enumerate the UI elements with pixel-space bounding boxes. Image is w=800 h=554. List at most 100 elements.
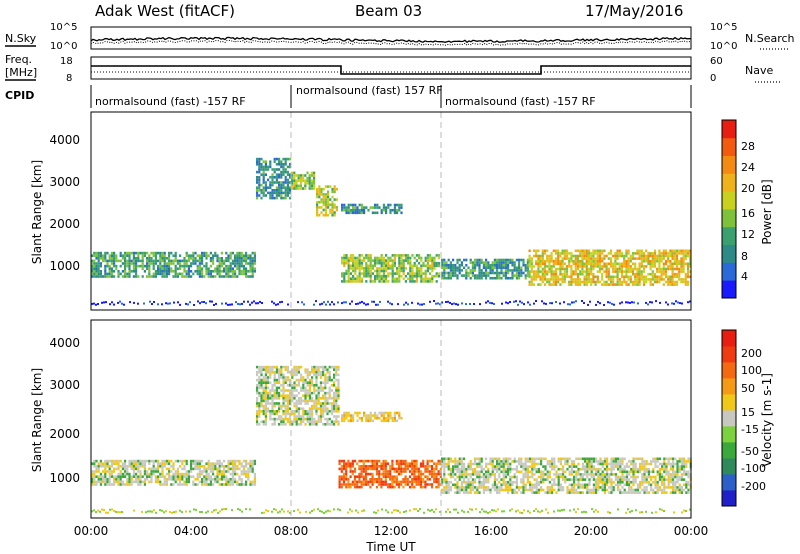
heatmap-cell <box>420 264 423 268</box>
heatmap-cell <box>234 259 237 263</box>
heatmap-cell <box>115 259 118 263</box>
heatmap-cell <box>420 259 423 262</box>
heatmap-cell <box>579 280 582 284</box>
heatmap-cell <box>212 270 215 273</box>
heatmap-cell <box>137 251 140 255</box>
heatmap-cell <box>577 457 580 461</box>
heatmap-cell <box>471 483 474 487</box>
heatmap-cell <box>205 302 207 305</box>
heatmap-cell <box>214 270 217 273</box>
heatmap-cell <box>435 272 438 275</box>
heatmap-cell <box>384 462 387 465</box>
heatmap-cell <box>522 478 525 481</box>
heatmap-cell <box>192 259 195 263</box>
heatmap-cell <box>126 480 129 484</box>
heatmap-cell <box>522 258 525 262</box>
heatmap-cell <box>93 480 96 484</box>
heatmap-cell <box>513 473 516 476</box>
heatmap-cell <box>573 488 576 492</box>
heatmap-cell <box>271 173 274 176</box>
heatmap-cell <box>163 275 166 278</box>
heatmap-cell <box>152 467 155 471</box>
heatmap-cell <box>245 480 248 484</box>
heatmap-cell <box>543 272 547 276</box>
heatmap-cell <box>192 480 195 484</box>
heatmap-cell <box>583 262 586 266</box>
heatmap-cell <box>176 478 179 481</box>
heatmap-cell <box>409 261 412 265</box>
colorbar-swatch <box>722 155 736 174</box>
heatmap-cell <box>322 410 325 413</box>
heatmap-cell <box>99 465 102 468</box>
heatmap-cell <box>509 465 512 468</box>
heatmap-cell <box>385 277 388 281</box>
heatmap-cell <box>286 407 289 410</box>
heatmap-cell <box>308 391 311 395</box>
heatmap-cell <box>216 475 219 478</box>
heatmap-cell <box>439 467 442 471</box>
heatmap-cell <box>141 275 144 278</box>
heatmap-cell <box>684 249 687 253</box>
heatmap-cell <box>157 475 160 478</box>
heatmap-cell <box>154 475 157 478</box>
heatmap-cell <box>413 480 416 484</box>
heatmap-cell <box>474 478 477 481</box>
heatmap-cell <box>433 470 436 473</box>
heatmap-cell <box>579 483 582 487</box>
heatmap-cell <box>316 203 319 207</box>
heatmap-cell <box>467 467 470 471</box>
heatmap-cell <box>491 266 494 270</box>
heatmap-cell <box>238 262 241 265</box>
heatmap-cell <box>498 473 501 476</box>
heatmap-cell <box>642 283 646 286</box>
heatmap-cell <box>256 194 259 197</box>
heatmap-cell <box>511 460 514 463</box>
heatmap-cell <box>157 264 160 268</box>
heatmap-cell <box>218 470 221 473</box>
heatmap-cell <box>527 301 529 304</box>
heatmap-cell <box>313 365 316 369</box>
heatmap-cell <box>568 470 571 474</box>
heatmap-cell <box>618 249 621 253</box>
heatmap-cell <box>286 399 289 403</box>
heatmap-cell <box>675 254 679 258</box>
heatmap-cell <box>236 259 239 263</box>
heatmap-cell <box>566 478 569 481</box>
heatmap-cell <box>165 478 168 481</box>
heatmap-cell <box>291 376 294 379</box>
heatmap-cell <box>603 473 606 476</box>
heatmap-cell <box>335 187 338 191</box>
heatmap-cell <box>532 249 536 253</box>
heatmap-cell <box>590 280 593 284</box>
heatmap-cell <box>106 259 109 263</box>
heatmap-cell <box>328 373 331 377</box>
heatmap-cell <box>476 258 479 262</box>
heatmap-cell <box>614 265 617 268</box>
heatmap-cell <box>599 457 602 461</box>
heatmap-cell <box>642 278 646 281</box>
heatmap-cell <box>601 475 604 479</box>
heatmap-cell <box>398 264 401 268</box>
heatmap-cell <box>426 470 429 473</box>
heatmap-cell <box>382 203 385 207</box>
heatmap-cell <box>596 278 599 281</box>
heatmap-cell <box>398 208 401 212</box>
heatmap-cell <box>249 254 252 257</box>
heatmap-cell <box>324 368 327 371</box>
heatmap-cell <box>143 270 146 273</box>
heatmap-cell <box>419 478 423 481</box>
heatmap-cell <box>474 480 477 484</box>
heatmap-cell <box>385 211 388 215</box>
heatmap-cell <box>649 254 652 258</box>
heatmap-cell <box>395 475 398 478</box>
heatmap-cell <box>548 278 551 281</box>
heatmap-cell <box>647 254 650 258</box>
heatmap-cell <box>386 462 390 465</box>
heatmap-cell <box>341 302 343 305</box>
heatmap-cell <box>269 373 272 377</box>
heatmap-cell <box>443 261 446 264</box>
heatmap-cell <box>304 391 307 395</box>
heatmap-cell <box>384 475 387 478</box>
heatmap-cell <box>286 173 289 176</box>
heatmap-cell <box>225 470 228 473</box>
